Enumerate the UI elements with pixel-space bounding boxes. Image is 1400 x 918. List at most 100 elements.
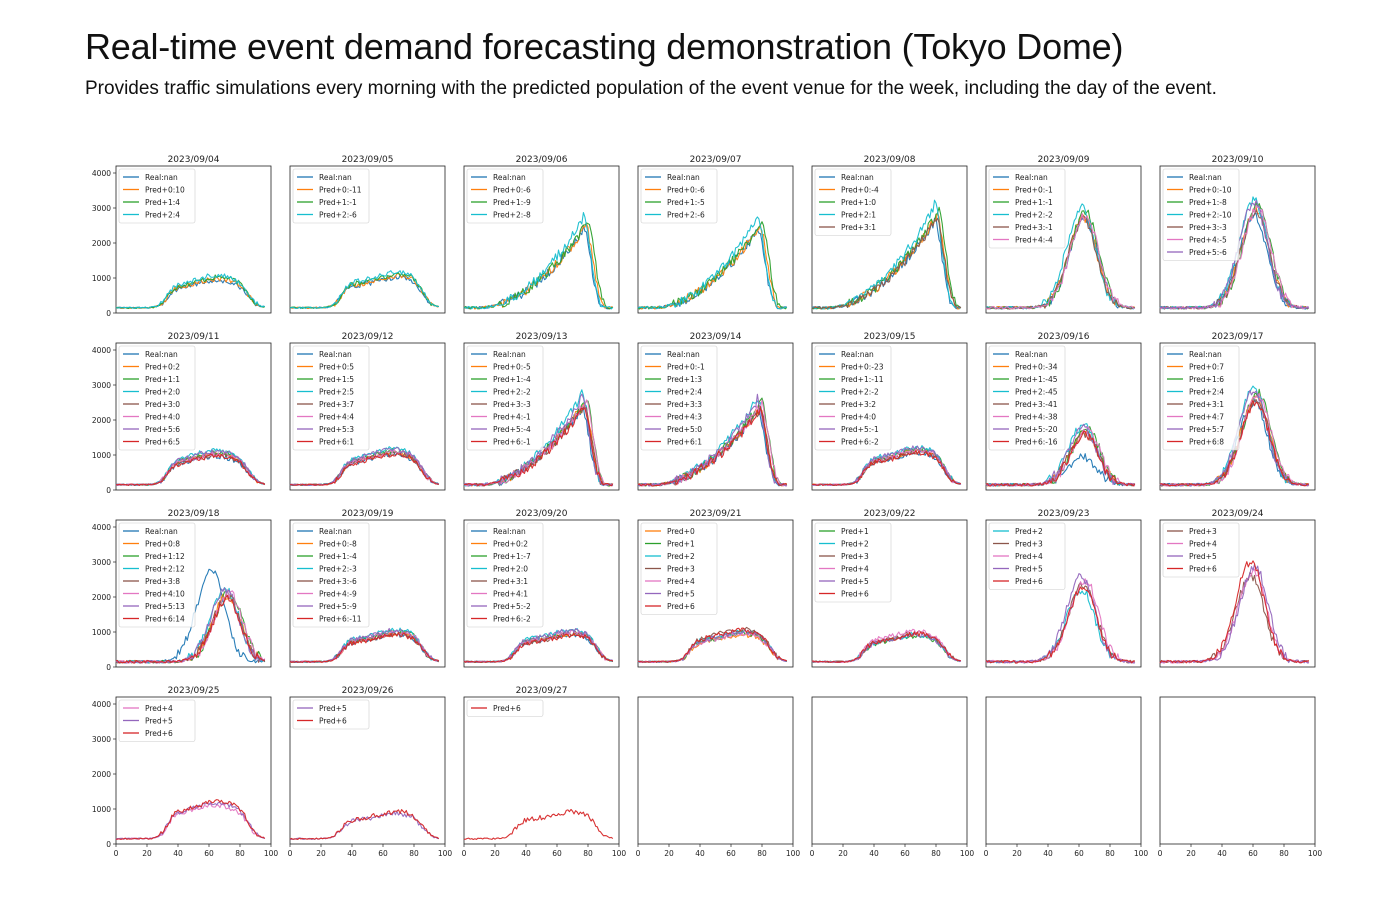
legend-label: Pred+3:0	[145, 400, 180, 409]
x-tick-label: 100	[612, 849, 627, 858]
x-tick-label: 80	[235, 849, 245, 858]
x-tick-label: 20	[1186, 849, 1196, 858]
y-tick-label: 0	[106, 840, 111, 849]
legend-label: Pred+0	[667, 527, 695, 536]
legend-label: Real:nan	[841, 350, 874, 359]
legend-label: Pred+1:0	[841, 198, 876, 207]
panel-title: 2023/09/13	[516, 332, 568, 342]
series-line-pred6	[985, 586, 1136, 664]
x-tick-label: 40	[521, 849, 531, 858]
legend-label: Pred+3:-1	[1015, 223, 1053, 232]
legend-label: Pred+1:-8	[1189, 198, 1227, 207]
y-tick-label: 0	[106, 663, 111, 672]
panel-empty-24: 0 20 40 60 80 100	[636, 696, 800, 858]
legend-label: Pred+3:2	[841, 400, 876, 409]
legend-label: Real:nan	[145, 527, 178, 536]
panel-title: 2023/09/05	[342, 155, 394, 165]
panel-title: 2023/09/17	[1212, 332, 1264, 342]
panel-title: 2023/09/19	[342, 509, 394, 519]
series-line-pred2	[463, 212, 614, 310]
panel-title: 2023/09/10	[1212, 155, 1264, 165]
y-tick-label: 1000	[92, 274, 111, 283]
legend-label: Pred+0:-6	[667, 186, 705, 195]
legend-label: Pred+0:-34	[1015, 363, 1058, 372]
legend-label: Pred+6	[1189, 565, 1217, 574]
legend-box	[1162, 522, 1240, 578]
legend-label: Pred+2:-10	[1189, 211, 1232, 220]
legend-box	[640, 345, 718, 451]
x-tick-label: 40	[695, 849, 705, 858]
panel-frame	[811, 696, 968, 845]
x-tick-label: 80	[1279, 849, 1289, 858]
panel-2023/09/24: 2023/09/24 Pred+3 Pred+4 Pred+5 Pred+6	[1159, 509, 1316, 668]
legend-box	[118, 168, 196, 224]
panel-title: 2023/09/09	[1038, 155, 1090, 165]
legend-label: Pred+3	[1189, 527, 1217, 536]
legend-label: Pred+2:1	[841, 211, 876, 220]
series-line-pred4	[985, 212, 1135, 310]
legend-label: Pred+0:5	[319, 363, 354, 372]
legend-label: Pred+3:1	[1189, 400, 1224, 409]
legend-label: Pred+4:-9	[319, 590, 357, 599]
legend-label: Pred+1:-4	[493, 375, 531, 384]
legend-label: Pred+5:3	[319, 425, 354, 434]
legend-label: Pred+6:-16	[1015, 438, 1058, 447]
legend-label: Pred+1:5	[319, 375, 354, 384]
panel-frame	[463, 696, 620, 845]
legend-label: Pred+2:-6	[667, 211, 705, 220]
legend-label: Pred+5:-9	[319, 602, 357, 611]
y-tick-label: 3000	[92, 558, 111, 567]
legend-label: Pred+6:14	[145, 615, 185, 624]
panel-title: 2023/09/11	[168, 332, 220, 342]
legend-label: Pred+6:-2	[493, 615, 531, 624]
x-tick-label: 60	[552, 849, 562, 858]
x-tick-label: 100	[264, 849, 279, 858]
series-line-pred6	[463, 407, 614, 487]
legend-label: Pred+6:5	[145, 438, 180, 447]
y-tick-label: 2000	[92, 416, 111, 425]
panel-title: 2023/09/15	[864, 332, 916, 342]
panel-title: 2023/09/07	[690, 155, 742, 165]
legend-label: Pred+3:3	[667, 400, 702, 409]
legend-label: Real:nan	[319, 527, 352, 536]
legend-label: Pred+2	[667, 552, 695, 561]
x-tick-label: 20	[664, 849, 674, 858]
y-tick-label: 2000	[92, 239, 111, 248]
panel-2023/09/04: 2023/09/04 0 1000 2000 3000 4000 Real:nan Pred+…	[92, 155, 272, 318]
x-tick-label: 20	[1012, 849, 1022, 858]
legend-label: Pred+1:-1	[1015, 198, 1053, 207]
legend-label: Pred+3	[1015, 540, 1043, 549]
legend-label: Pred+5	[1189, 552, 1217, 561]
legend-label: Pred+1:3	[667, 375, 702, 384]
x-tick-label: 60	[204, 849, 214, 858]
legend-label: Pred+3	[667, 565, 695, 574]
panel-title: 2023/09/21	[690, 509, 742, 519]
panel-2023/09/27: 2023/09/27 0 20 40 60 80 100 Pred+6	[462, 686, 627, 858]
panel-title: 2023/09/24	[1212, 509, 1264, 519]
legend-label: Pred+3:-41	[1015, 400, 1058, 409]
legend-box	[292, 522, 370, 628]
legend-box	[292, 699, 370, 730]
panel-2023/09/10: 2023/09/10 Real:nan Pred+0:-10 Pred+1:-8 Pre…	[1159, 155, 1316, 314]
y-tick-label: 2000	[92, 593, 111, 602]
series-line-pred6	[290, 453, 440, 486]
legend-label: Real:nan	[493, 173, 526, 182]
legend-label: Pred+3	[841, 552, 869, 561]
panel-2023/09/18: 2023/09/18 0 1000 2000 3000 4000 Real:nan Pred+…	[92, 509, 272, 672]
legend-label: Pred+0:-8	[319, 540, 357, 549]
series-line-pred1	[463, 222, 614, 310]
panel-2023/09/12: 2023/09/12 Real:nan Pred+0:5 Pred+1:5 Pred+2…	[289, 332, 446, 491]
legend-label: Pred+3:1	[493, 577, 528, 586]
legend-label: Pred+1	[667, 540, 695, 549]
legend-label: Pred+4:3	[667, 413, 702, 422]
legend-label: Pred+4:1	[493, 590, 528, 599]
y-tick-label: 1000	[92, 628, 111, 637]
x-tick-label: 0	[810, 849, 815, 858]
legend-label: Pred+6:-2	[841, 438, 879, 447]
legend-label: Pred+0:-6	[493, 186, 531, 195]
legend-label: Pred+2:-2	[493, 388, 531, 397]
x-tick-label: 80	[931, 849, 941, 858]
panel-2023/09/05: 2023/09/05 Real:nan Pred+0:-11 Pred+1:-1 Pre…	[289, 155, 446, 314]
legend-label: Pred+4	[145, 704, 173, 713]
legend-label: Pred+0:-11	[319, 186, 362, 195]
